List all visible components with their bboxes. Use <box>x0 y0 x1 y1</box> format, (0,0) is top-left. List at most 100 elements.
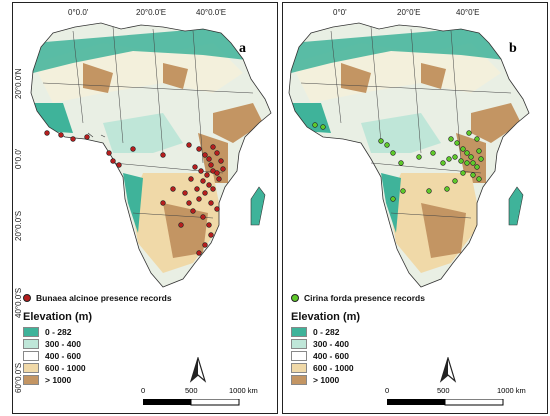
scale-bar <box>387 399 504 406</box>
presence-records-a <box>44 130 226 256</box>
legend-class-4: > 1000 <box>23 374 172 386</box>
legend-class-label: 300 - 400 <box>45 339 81 349</box>
presence-record-dot <box>312 122 318 128</box>
presence-record-dot <box>206 182 212 188</box>
legend-class-label: 400 - 600 <box>45 351 81 361</box>
left-tick-0: 20°0.0'N <box>14 68 23 99</box>
presence-record-dot <box>116 162 122 168</box>
presence-record-dot <box>208 162 214 168</box>
presence-record-dot <box>210 144 216 150</box>
top-tick-2: 40°0.0'E <box>196 8 227 17</box>
records-label: Bunaea alcinoe presence records <box>36 293 172 303</box>
africa-map-a <box>30 22 272 288</box>
scale-label-1: 500 <box>437 386 450 395</box>
legend-class-2: 400 - 600 <box>291 350 425 362</box>
panel-letter-b: b <box>509 41 517 56</box>
presence-record-dot <box>170 186 176 192</box>
presence-record-dot <box>206 222 212 228</box>
presence-record-dot <box>416 154 422 160</box>
presence-record-dot <box>448 136 454 142</box>
legend-class-0: 0 - 282 <box>291 326 425 338</box>
presence-record-dot <box>160 200 166 206</box>
presence-record-dot <box>474 136 480 142</box>
north-arrow-icon <box>189 357 207 383</box>
legend-class-label: 300 - 400 <box>313 339 349 349</box>
presence-record-dot <box>160 152 166 158</box>
presence-record-dot <box>192 164 198 170</box>
presence-record-dot <box>58 132 64 138</box>
legend-class-3: 600 - 1000 <box>23 362 172 374</box>
presence-record-dot <box>206 156 212 162</box>
records-label: Cirina forda presence records <box>304 293 425 303</box>
presence-record-dot <box>444 186 450 192</box>
legend-class-label: 0 - 282 <box>45 327 72 337</box>
scale-label-0: 0 <box>141 386 146 395</box>
top-tick-1: 20°0'E <box>397 8 421 17</box>
presence-record-dot <box>446 156 452 162</box>
legend-class-2: 400 - 600 <box>23 350 172 362</box>
presence-record-dot <box>478 156 484 162</box>
presence-record-dot <box>186 142 192 148</box>
scale-label-1: 500 <box>185 386 198 395</box>
presence-record-dot <box>464 160 470 166</box>
top-tick-0: 0°0.0' <box>68 8 89 17</box>
presence-record-dot <box>190 208 196 214</box>
presence-record-dot <box>470 172 476 178</box>
legend-class-3: 600 - 1000 <box>291 362 425 374</box>
legend-class-1: 300 - 400 <box>23 338 172 350</box>
left-tick-2: 20°0.0'S <box>14 210 23 241</box>
presence-record-dot <box>210 186 216 192</box>
swatch <box>23 339 39 349</box>
presence-record-dot <box>476 148 482 154</box>
presence-record-dot <box>390 196 396 202</box>
presence-record-dot <box>384 142 390 148</box>
presence-record-dot <box>466 130 472 136</box>
swatch <box>291 327 307 337</box>
presence-record-dot <box>468 154 474 160</box>
left-tick-4: 60°0.0'S <box>14 362 23 393</box>
presence-record-dot <box>430 150 436 156</box>
swatch <box>291 339 307 349</box>
record-dot-icon <box>23 294 31 302</box>
presence-record-dot <box>452 178 458 184</box>
presence-record-dot <box>202 242 208 248</box>
presence-record-dot <box>70 136 76 142</box>
scale-bar <box>143 399 240 406</box>
legend-class-1: 300 - 400 <box>291 338 425 350</box>
presence-records-b <box>312 122 484 202</box>
presence-record-dot <box>130 146 136 152</box>
presence-record-dot <box>202 152 208 158</box>
records-legend-row: Bunaea alcinoe presence records <box>23 293 172 303</box>
legend-b: Cirina forda presence records Elevation … <box>291 293 425 386</box>
legend-class-4: > 1000 <box>291 374 425 386</box>
presence-record-dot <box>202 190 208 196</box>
swatch <box>291 375 307 385</box>
legend-class-label: 0 - 282 <box>313 327 340 337</box>
record-dot-icon <box>291 294 299 302</box>
presence-record-dot <box>214 170 220 176</box>
presence-record-dot <box>460 146 466 152</box>
top-tick-1: 20°0.0'E <box>136 8 167 17</box>
presence-record-dot <box>398 160 404 166</box>
presence-record-dot <box>198 168 204 174</box>
presence-record-dot <box>44 130 50 136</box>
presence-record-dot <box>208 232 214 238</box>
top-tick-2: 40°0'E <box>456 8 480 17</box>
left-tick-3: 40°0.0'S <box>14 287 23 318</box>
presence-record-dot <box>200 178 206 184</box>
scale-label-0: 0 <box>385 386 390 395</box>
presence-record-dot <box>474 164 480 170</box>
presence-record-dot <box>208 200 214 206</box>
presence-record-dot <box>426 188 432 194</box>
presence-record-dot <box>204 172 210 178</box>
presence-record-dot <box>214 150 220 156</box>
presence-record-dot <box>464 150 470 156</box>
presence-record-dot <box>218 158 224 164</box>
presence-record-dot <box>400 188 406 194</box>
elevation-title: Elevation (m) <box>23 311 93 323</box>
presence-record-dot <box>178 222 184 228</box>
presence-record-dot <box>196 250 202 256</box>
presence-record-dot <box>452 154 458 160</box>
presence-record-dot <box>194 186 200 192</box>
presence-record-dot <box>390 150 396 156</box>
